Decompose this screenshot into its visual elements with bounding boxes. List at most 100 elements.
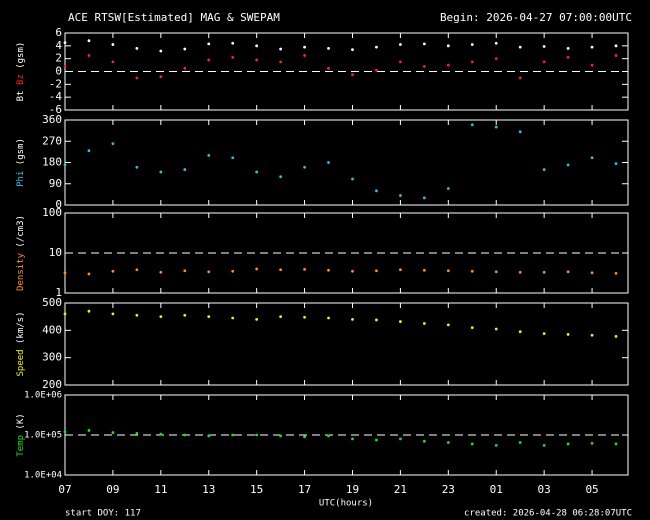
legend-entry: Phi bbox=[16, 171, 26, 187]
panel-frame bbox=[64, 119, 629, 206]
y-unit: (/cm3) bbox=[16, 215, 26, 248]
legend-entry: Bz bbox=[16, 74, 26, 85]
data-point bbox=[566, 442, 570, 446]
data-point bbox=[63, 64, 67, 68]
data-point bbox=[518, 76, 522, 80]
data-point bbox=[375, 438, 378, 442]
y-tick-label: 300 bbox=[42, 351, 62, 364]
y-tick-label: 200 bbox=[42, 378, 62, 391]
y-tick-label: -6 bbox=[49, 103, 62, 116]
data-point bbox=[375, 45, 378, 49]
data-point bbox=[159, 270, 163, 274]
data-point bbox=[231, 433, 235, 437]
data-point bbox=[63, 430, 67, 434]
x-tick-label: 09 bbox=[106, 483, 119, 496]
data-point bbox=[470, 326, 474, 329]
data-point bbox=[422, 268, 426, 272]
data-point bbox=[327, 434, 330, 438]
data-point bbox=[614, 271, 618, 275]
data-point bbox=[159, 315, 163, 319]
data-point bbox=[303, 45, 306, 49]
x-tick-label: 19 bbox=[346, 483, 359, 496]
data-point bbox=[63, 271, 67, 275]
data-point bbox=[566, 55, 570, 59]
data-point bbox=[255, 318, 259, 321]
data-point bbox=[375, 68, 378, 72]
data-point bbox=[135, 313, 139, 317]
data-point bbox=[614, 334, 618, 338]
data-point bbox=[470, 442, 474, 446]
data-point bbox=[255, 170, 259, 174]
data-point bbox=[518, 45, 522, 49]
y-tick-label: 180 bbox=[42, 156, 62, 169]
data-point bbox=[422, 439, 426, 443]
x-tick-label: 23 bbox=[442, 483, 455, 496]
x-tick-label: 15 bbox=[250, 483, 263, 496]
data-point bbox=[614, 54, 618, 57]
data-point bbox=[87, 309, 91, 313]
data-point bbox=[399, 194, 402, 197]
y-tick-label: 270 bbox=[42, 134, 62, 147]
data-point bbox=[303, 54, 306, 57]
data-point bbox=[518, 330, 522, 334]
x-tick-label: 13 bbox=[202, 483, 215, 496]
x-tick-label: 21 bbox=[394, 483, 407, 496]
data-point bbox=[422, 64, 426, 68]
data-point bbox=[207, 58, 211, 62]
data-point bbox=[135, 76, 139, 80]
data-point bbox=[470, 123, 474, 127]
data-point bbox=[446, 323, 450, 327]
data-point bbox=[135, 47, 139, 50]
data-point bbox=[183, 66, 187, 70]
x-tick-label: 17 bbox=[298, 483, 311, 496]
y-tick-label: 360 bbox=[42, 113, 62, 126]
data-point bbox=[111, 431, 115, 434]
data-point bbox=[255, 433, 259, 437]
data-point bbox=[327, 161, 330, 164]
x-tick-label: 03 bbox=[538, 483, 551, 496]
data-point bbox=[327, 66, 330, 70]
y-unit: (km/s) bbox=[16, 311, 26, 344]
data-point bbox=[327, 47, 330, 50]
y-tick-label: 1.0E+04 bbox=[24, 471, 62, 481]
data-point bbox=[566, 47, 570, 50]
y-tick-label: 4 bbox=[55, 39, 62, 52]
data-point bbox=[566, 333, 570, 336]
data-point bbox=[470, 269, 474, 273]
data-point bbox=[351, 318, 354, 321]
data-point bbox=[422, 322, 426, 325]
data-point bbox=[375, 318, 378, 322]
y-tick-label: 6 bbox=[55, 26, 62, 39]
data-point bbox=[279, 315, 283, 319]
data-point bbox=[327, 268, 330, 272]
data-point bbox=[518, 441, 522, 444]
data-point bbox=[63, 163, 67, 167]
data-point bbox=[279, 268, 283, 272]
data-point bbox=[566, 163, 570, 167]
data-point bbox=[470, 43, 474, 46]
data-point bbox=[207, 434, 211, 438]
data-point bbox=[159, 432, 163, 436]
data-point bbox=[542, 332, 546, 336]
data-point bbox=[614, 162, 618, 166]
data-point bbox=[446, 44, 450, 48]
y-axis-label: Speed (km/s) bbox=[16, 311, 26, 376]
data-point bbox=[159, 75, 163, 79]
data-point bbox=[207, 315, 211, 319]
y-tick-label: 400 bbox=[42, 323, 62, 336]
data-point bbox=[111, 142, 115, 146]
data-point bbox=[375, 269, 378, 273]
data-point bbox=[566, 270, 570, 274]
data-point bbox=[207, 154, 211, 157]
data-point bbox=[279, 175, 283, 179]
data-point bbox=[590, 271, 594, 275]
data-point bbox=[231, 55, 235, 59]
data-point bbox=[303, 267, 306, 271]
y-tick-label: 0 bbox=[55, 65, 62, 78]
data-point bbox=[159, 49, 163, 53]
data-point bbox=[590, 63, 594, 67]
x-tick-label: 01 bbox=[490, 483, 503, 496]
x-tick-label: 05 bbox=[585, 483, 598, 496]
y-unit: (gsm) bbox=[16, 138, 26, 165]
